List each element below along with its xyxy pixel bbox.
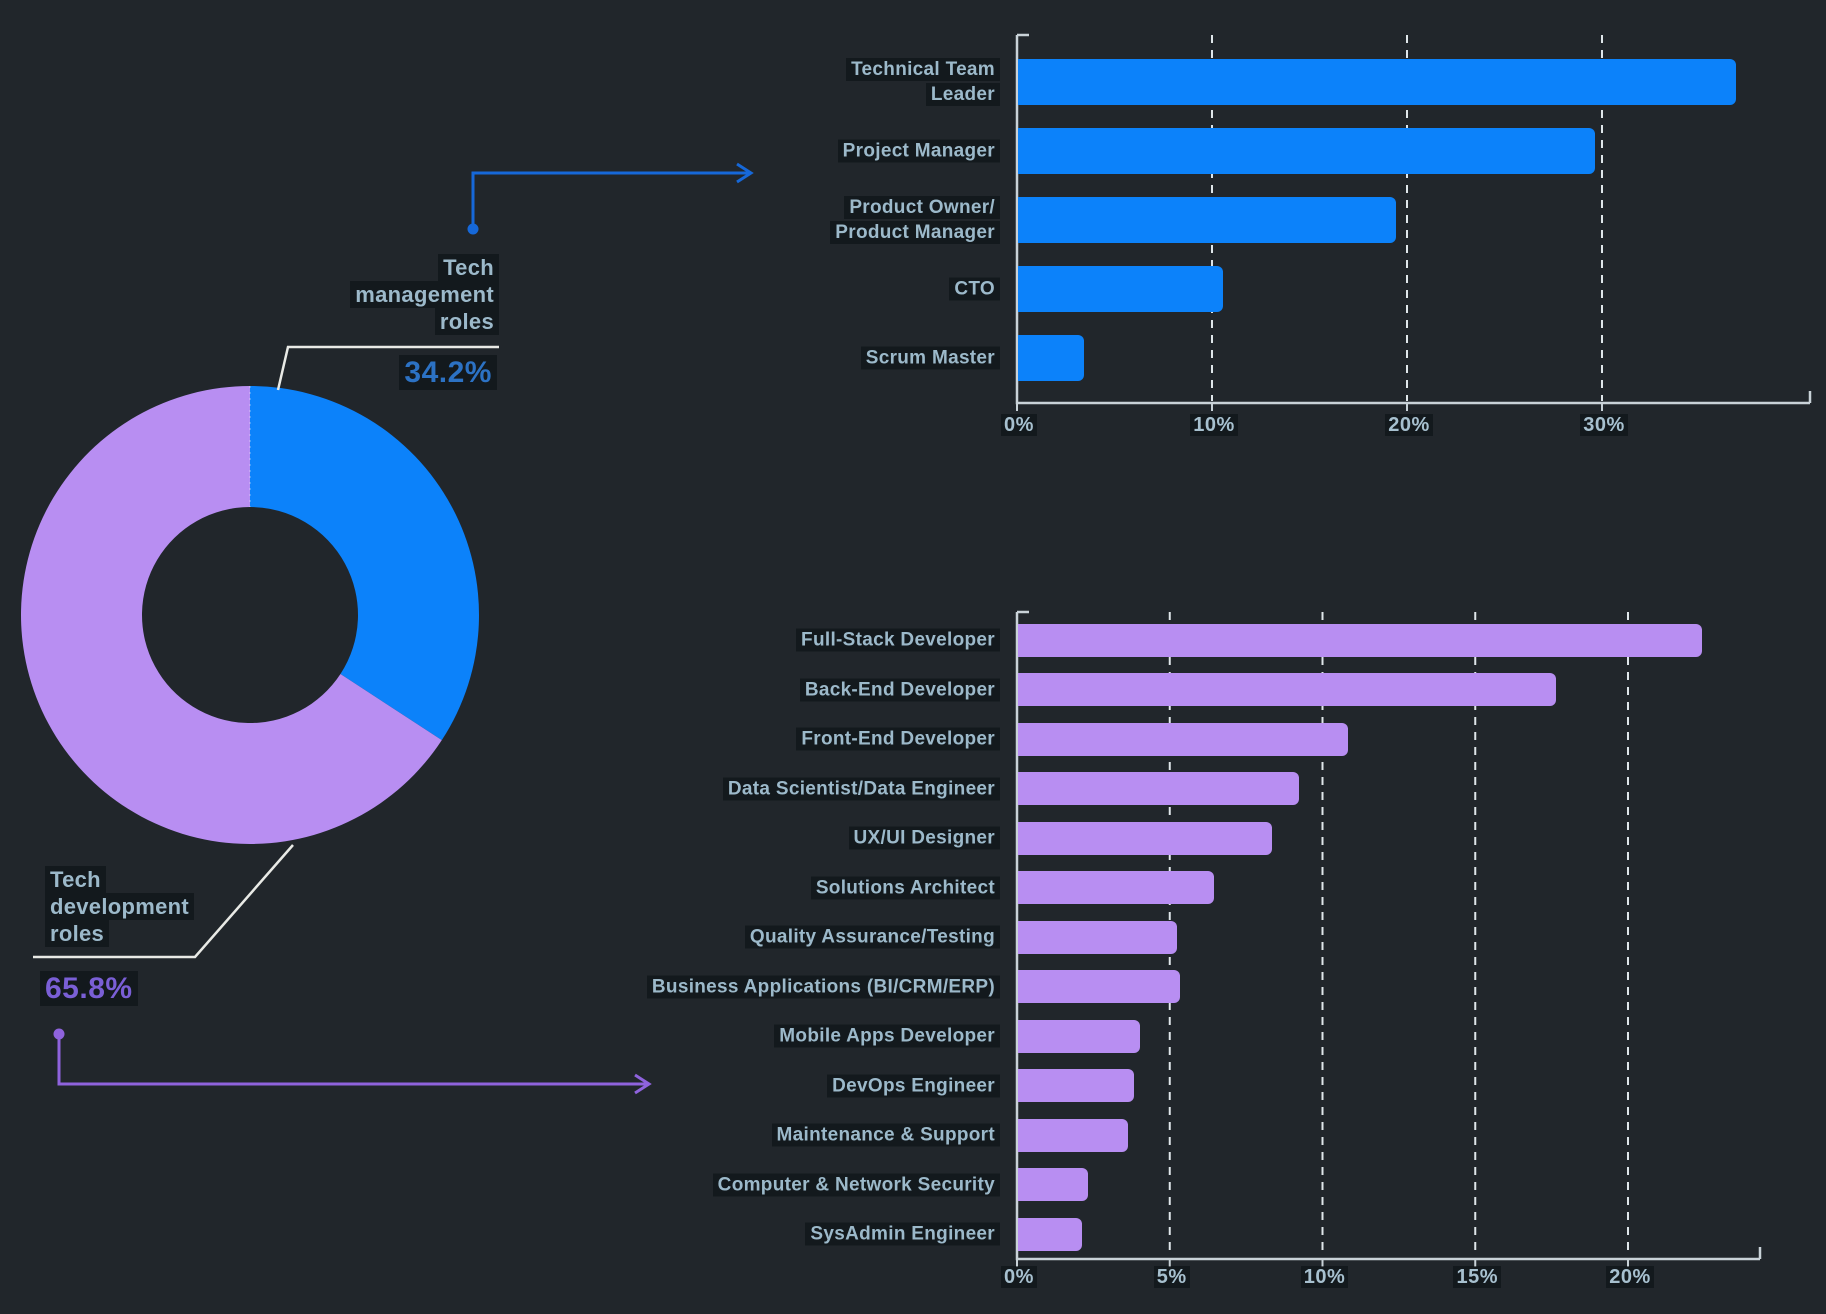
bar-label-text: Quality Assurance/Testing (744, 925, 1000, 949)
bar-label-text: Business Applications (BI/CRM/ERP) (646, 975, 1000, 998)
bar-label-development-roles-bar-1: Back-End Developer (799, 677, 1000, 702)
arrow-development (53, 1028, 652, 1095)
x-tick-label-text: 10% (1190, 414, 1238, 436)
bar-label-text: Full-Stack Developer (796, 628, 1000, 652)
x-tick-label-development-roles-bar-0: 0% (974, 1266, 1064, 1289)
x-tick-label-text: 30% (1580, 414, 1628, 436)
bar-management-roles-bar-1 (1018, 128, 1596, 174)
bar-label-development-roles-bar-8: Mobile Apps Developer (774, 1024, 1000, 1049)
bar-label-text: Project Manager (837, 139, 1000, 163)
bar-label-text: Data Scientist/Data Engineer (722, 777, 1000, 800)
bar-management-roles-bar-0 (1018, 59, 1736, 105)
bar-development-roles-bar-6 (1018, 920, 1177, 954)
x-tick-label-management-roles-bar-3: 30% (1559, 414, 1649, 437)
x-tick-label-management-roles-bar-2: 20% (1364, 414, 1454, 437)
bar-management-roles-bar-4 (1018, 335, 1085, 381)
x-tick-label-development-roles-bar-1: 5% (1127, 1266, 1217, 1289)
x-tick-label-management-roles-bar-1: 10% (1169, 414, 1259, 437)
x-tick-label-text: 20% (1606, 1266, 1654, 1288)
x-tick-label-development-roles-bar-2: 10% (1280, 1266, 1370, 1289)
bar-label-development-roles-bar-0: Full-Stack Developer (796, 628, 1000, 653)
donut-slice-1 (21, 386, 442, 845)
bar-label-text: UX/UI Designer (848, 826, 1000, 850)
x-tick-label-development-roles-bar-4: 20% (1585, 1266, 1675, 1289)
bar-label-development-roles-bar-3: Data Scientist/Data Engineer (722, 776, 1000, 801)
bar-label-development-roles-bar-10: Maintenance & Support (771, 1123, 1000, 1148)
donut-slice-0 (250, 386, 479, 741)
bar-label-text: DevOps Engineer (827, 1074, 1000, 1097)
bar-label-management-roles-bar-1: Project Manager (837, 139, 1000, 164)
donut-value-development-text: 65.8% (40, 971, 138, 1006)
bar-label-text: Front-End Developer (796, 727, 1000, 751)
x-tick-label-text: 5% (1153, 1266, 1190, 1288)
bar-management-roles-bar-2 (1018, 197, 1397, 243)
bar-label-text: Scrum Master (860, 346, 1000, 370)
x-tick-label-text: 0% (1001, 1266, 1037, 1288)
x-tick-label-text: 10% (1300, 1266, 1349, 1288)
bar-label-development-roles-bar-12: SysAdmin Engineer (805, 1222, 1000, 1247)
bar-development-roles-bar-8 (1018, 1019, 1141, 1053)
bar-development-roles-bar-4 (1018, 821, 1272, 855)
donut-label-development-text: Tech development roles (45, 866, 194, 947)
donut-chart (21, 386, 479, 845)
bar-development-roles-bar-5 (1018, 871, 1214, 904)
x-tick-label-development-roles-bar-3: 15% (1432, 1266, 1522, 1289)
bar-management-roles-bar-3 (1018, 266, 1223, 312)
bar-development-roles-bar-3 (1018, 772, 1300, 805)
bar-label-text: SysAdmin Engineer (805, 1222, 1000, 1246)
arrow-management-head (736, 162, 754, 184)
bar-label-development-roles-bar-5: Solutions Architect (810, 875, 1000, 900)
donut-value-management: 34.2% (399, 355, 497, 390)
bar-label-development-roles-bar-2: Front-End Developer (796, 727, 1000, 752)
bar-label-development-roles-bar-4: UX/UI Designer (848, 826, 1000, 851)
bar-development-roles-bar-7 (1018, 970, 1180, 1003)
bar-development-roles-bar-2 (1018, 722, 1348, 756)
bar-label-development-roles-bar-6: Quality Assurance/Testing (744, 925, 1000, 950)
donut-label-management-text: Tech management roles (350, 254, 499, 335)
bar-label-management-roles-bar-0: Technical Team Leader (846, 57, 1000, 107)
arrow-development-head (634, 1073, 652, 1095)
bar-development-roles-bar-0 (1018, 623, 1703, 657)
x-tick-label-text: 15% (1453, 1266, 1502, 1288)
bar-label-text: Computer & Network Security (712, 1173, 1000, 1196)
bar-label-text: Product Owner/ Product Manager (830, 196, 1000, 244)
bar-development-roles-bar-1 (1018, 673, 1556, 706)
bar-label-development-roles-bar-9: DevOps Engineer (827, 1073, 1000, 1098)
donut-value-development: 65.8% (40, 971, 138, 1006)
bar-label-text: Back-End Developer (799, 678, 1000, 701)
axes-gridlines (1015, 33, 1812, 1267)
bar-label-management-roles-bar-4: Scrum Master (860, 346, 1000, 371)
callout-line-development (33, 844, 294, 959)
bar-label-text: Technical Team Leader (846, 58, 1000, 106)
arrow-management (467, 162, 754, 235)
bar-label-management-roles-bar-3: CTO (949, 277, 1000, 302)
x-tick-label-text: 20% (1385, 414, 1433, 436)
bar-development-roles-bar-11 (1018, 1168, 1089, 1201)
bar-label-text: CTO (949, 277, 1000, 301)
bar-label-development-roles-bar-7: Business Applications (BI/CRM/ERP) (646, 974, 1000, 999)
bar-label-text: Maintenance & Support (771, 1123, 1000, 1147)
x-tick-label-text: 0% (1001, 414, 1037, 436)
x-tick-label-management-roles-bar-0: 0% (974, 414, 1064, 437)
bar-development-roles-bar-10 (1018, 1118, 1128, 1152)
callout-line-management (276, 345, 499, 391)
donut-value-management-text: 34.2% (399, 355, 497, 390)
donut-label-management: Tech management roles (350, 254, 499, 335)
donut-label-development: Tech development roles (45, 866, 194, 947)
bar-label-management-roles-bar-2: Product Owner/ Product Manager (830, 195, 1000, 245)
axis-spine (1015, 35, 1810, 405)
bar-label-text: Mobile Apps Developer (774, 1024, 1000, 1048)
bar-label-development-roles-bar-11: Computer & Network Security (712, 1172, 1000, 1197)
axis-spine (1015, 612, 1760, 1261)
bar-label-text: Solutions Architect (810, 876, 1000, 899)
bar-development-roles-bar-9 (1018, 1069, 1135, 1102)
bar-development-roles-bar-12 (1018, 1217, 1083, 1251)
